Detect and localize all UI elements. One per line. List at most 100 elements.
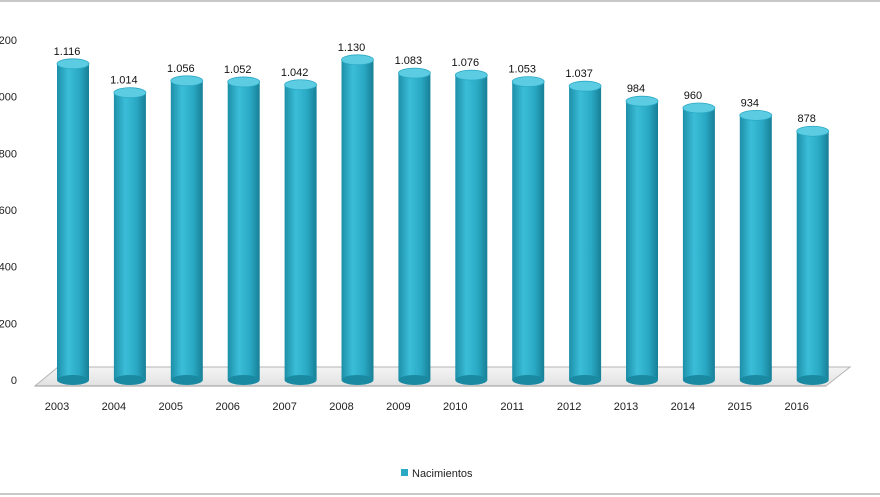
bar-body [398, 73, 431, 381]
bar-2008 [341, 54, 374, 385]
bar-body [626, 101, 658, 380]
x-tick-label: 2015 [728, 401, 752, 413]
data-label: 1.116 [54, 46, 81, 58]
bar-base [739, 375, 772, 385]
x-tick-label: 2007 [272, 401, 296, 413]
x-tick-label: 2009 [386, 401, 410, 413]
bar-2005 [170, 75, 204, 385]
data-label: 1.042 [281, 67, 309, 79]
x-tick-label: 2006 [215, 401, 239, 413]
x-tick-label: 2003 [45, 401, 69, 413]
y-tick-label: 800 [0, 148, 17, 160]
bar-top [682, 102, 716, 114]
legend-label: Nacimientos [412, 468, 473, 480]
x-axis: 2003 2004 2005 2006 2007 2008 2009 2010 2011 2012… [45, 401, 809, 413]
bar-2010 [454, 69, 488, 385]
y-tick-label: 200 [0, 318, 17, 330]
data-label: 1.076 [452, 57, 480, 69]
bar-body [113, 92, 146, 380]
bar-top [625, 95, 659, 107]
bar-top [227, 76, 261, 88]
data-label: 960 [684, 90, 702, 102]
bar-base [626, 375, 658, 385]
data-label: 1.056 [167, 63, 195, 75]
bar-top [284, 79, 318, 91]
bar-base [113, 375, 146, 385]
y-tick-label: 1200 [0, 35, 17, 47]
bar-body [341, 59, 374, 380]
bar-top [170, 75, 204, 87]
data-label: 1.053 [508, 64, 536, 76]
y-tick-label: 400 [0, 262, 17, 274]
bar-2015 [739, 109, 773, 385]
x-tick-label: 2008 [329, 401, 353, 413]
bar-base [284, 375, 317, 385]
legend: Nacimientos [401, 468, 473, 480]
bar-base [170, 375, 203, 385]
bar-top [113, 87, 147, 99]
bar-top [568, 80, 602, 92]
bar-2007 [284, 79, 318, 385]
bar-body [57, 63, 89, 381]
bar-top [341, 54, 374, 66]
bar-2012 [568, 80, 602, 385]
chart-floor [33, 366, 852, 387]
bar-base [341, 375, 374, 385]
x-tick-label: 2014 [671, 401, 695, 413]
y-axis: 0 200 400 600 800 1000 1200 [0, 35, 17, 387]
bar-2009 [397, 67, 431, 385]
bar-top [397, 67, 431, 79]
x-tick-label: 2013 [614, 401, 638, 413]
bar-body [512, 81, 545, 381]
floor-plane [33, 366, 852, 387]
data-label: 1.130 [338, 42, 366, 54]
bar-top [56, 58, 90, 70]
bar-base [398, 375, 431, 385]
bar-top [739, 109, 773, 121]
bar-body [739, 115, 772, 380]
data-label: 1.052 [224, 64, 252, 76]
data-label: 878 [798, 113, 816, 125]
x-tick-label: 2004 [102, 401, 126, 413]
y-tick-label: 600 [0, 205, 17, 217]
y-tick-label: 1000 [0, 92, 17, 104]
bars [56, 54, 830, 385]
bar-base [569, 375, 602, 385]
bar-body [170, 80, 203, 381]
data-labels: 1.116 1.014 1.056 1.052 1.042 1.130 1.083 1.076… [54, 42, 816, 125]
bar-body [682, 108, 715, 380]
bar-body [284, 84, 317, 381]
bar-body [569, 86, 602, 380]
bar-body [796, 131, 829, 380]
x-tick-label: 2016 [784, 401, 808, 413]
bar-base [227, 375, 260, 385]
x-tick-label: 2012 [557, 401, 581, 413]
bar-2003 [56, 58, 90, 385]
data-label: 984 [627, 83, 645, 95]
bar-top [796, 125, 830, 137]
data-label: 1.037 [565, 68, 593, 80]
bar-2006 [227, 76, 261, 385]
bar-base [682, 375, 715, 385]
x-tick-label: 2005 [159, 401, 183, 413]
bar-base [57, 375, 89, 385]
y-tick-label: 0 [11, 375, 17, 387]
bar-2013 [625, 95, 659, 385]
data-label: 1.083 [395, 55, 423, 67]
bar-body [455, 75, 488, 380]
bar-2016 [796, 125, 830, 385]
bar-base [512, 375, 545, 385]
bar-base [796, 375, 829, 385]
bar-2011 [511, 76, 545, 385]
data-label: 1.014 [110, 75, 138, 87]
bar-top [511, 76, 545, 88]
x-tick-label: 2011 [500, 401, 524, 413]
bar-2014 [682, 102, 716, 385]
bar-base [455, 375, 488, 385]
bar-top [454, 69, 488, 81]
legend-swatch [401, 469, 408, 476]
data-label: 934 [741, 97, 759, 109]
bar-body [227, 81, 260, 380]
